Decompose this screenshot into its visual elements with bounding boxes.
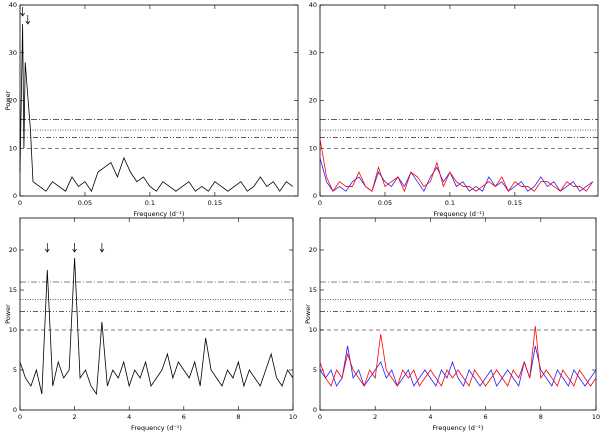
- spectrum-line: [319, 345, 597, 387]
- y-tick-label: 20: [309, 97, 317, 105]
- x-tick-label: 0: [318, 413, 322, 421]
- x-tick-label: 8: [236, 413, 240, 421]
- x-tick-label: 0: [318, 199, 322, 207]
- plot-frame: [319, 217, 597, 411]
- y-tick-label: 15: [309, 286, 317, 294]
- spectrum-line: [319, 157, 594, 193]
- y-tick-label: 0: [313, 192, 317, 200]
- x-tick-label: 6: [484, 413, 488, 421]
- spectrum-line: [19, 257, 294, 396]
- x-tick-label: 8: [539, 413, 543, 421]
- x-axis-label: Frequency (d⁻¹): [134, 210, 185, 218]
- y-axis-label: Power: [4, 304, 12, 324]
- x-tick-label: 0.05: [378, 199, 392, 207]
- x-tick-label: 0.1: [445, 199, 455, 207]
- y-tick-label: 5: [13, 366, 17, 374]
- plot-frame: [19, 217, 294, 411]
- y-tick-label: 30: [309, 49, 317, 57]
- y-tick-label: 5: [313, 366, 317, 374]
- x-tick-label: 0.15: [208, 199, 222, 207]
- y-tick-label: 20: [9, 246, 17, 254]
- x-tick-label: 10: [592, 413, 600, 421]
- y-axis-label: Power: [304, 304, 312, 324]
- y-tick-label: 40: [9, 1, 17, 9]
- y-tick-label: 10: [309, 326, 317, 334]
- y-tick-label: 20: [309, 246, 317, 254]
- x-tick-label: 0.05: [78, 199, 92, 207]
- x-tick-label: 4: [127, 413, 131, 421]
- x-axis-label: Frequency (d⁻¹): [434, 210, 485, 218]
- y-tick-label: 0: [13, 192, 17, 200]
- y-tick-label: 30: [9, 49, 17, 57]
- y-tick-label: 10: [309, 144, 317, 152]
- y-tick-label: 20: [9, 97, 17, 105]
- y-tick-label: 10: [9, 326, 17, 334]
- arrow: [72, 243, 77, 253]
- arrow: [45, 243, 50, 253]
- spectrum-line: [319, 325, 597, 387]
- spectrum-line: [19, 24, 294, 193]
- y-axis-label: Power: [4, 90, 12, 110]
- x-tick-label: 0.15: [508, 199, 522, 207]
- arrow: [20, 7, 25, 17]
- x-tick-label: 4: [428, 413, 432, 421]
- x-axis-label: Frequency (d⁻¹): [131, 424, 182, 432]
- plot-frame: [19, 4, 299, 197]
- x-tick-label: 0.1: [145, 199, 155, 207]
- y-tick-label: 15: [9, 286, 17, 294]
- y-tick-label: 0: [13, 406, 17, 414]
- arrow: [25, 15, 31, 25]
- x-tick-label: 2: [73, 413, 77, 421]
- y-tick-label: 40: [309, 1, 317, 9]
- arrow: [99, 243, 105, 253]
- x-tick-label: 0: [18, 413, 22, 421]
- x-tick-label: 6: [182, 413, 186, 421]
- plot-frame: [319, 4, 599, 197]
- x-tick-label: 2: [373, 413, 377, 421]
- x-axis-label: Frequency (d⁻¹): [433, 424, 484, 432]
- y-tick-label: 0: [313, 406, 317, 414]
- y-tick-label: 10: [9, 144, 17, 152]
- x-tick-label: 10: [289, 413, 297, 421]
- spectrum-line: [319, 138, 594, 193]
- x-tick-label: 0: [18, 199, 22, 207]
